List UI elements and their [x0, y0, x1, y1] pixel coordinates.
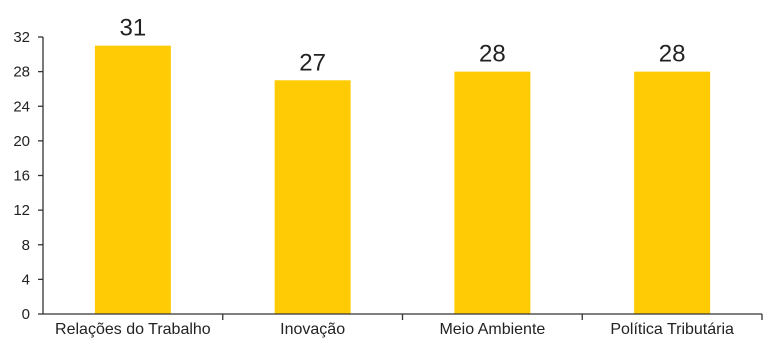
bar	[94, 45, 171, 314]
y-tick-label: 12	[13, 202, 30, 219]
bar	[274, 80, 351, 314]
x-tick-label: Política Tributária	[610, 321, 734, 338]
bars-layer	[94, 45, 711, 315]
y-tick-label: 32	[13, 29, 30, 46]
bar	[634, 71, 711, 315]
y-tick-label: 8	[22, 237, 30, 254]
axes-layer	[38, 36, 763, 320]
bar	[454, 71, 531, 315]
x-tick-label: Inovação	[280, 321, 345, 338]
y-tick-label: 0	[22, 306, 30, 323]
y-tick-label: 16	[13, 168, 30, 185]
data-label: 27	[299, 49, 326, 76]
data-label: 28	[659, 41, 686, 68]
y-tick-label: 24	[13, 98, 30, 115]
y-tick-label: 4	[22, 271, 30, 288]
y-tick-label: 28	[13, 64, 30, 81]
x-tick-label: Meio Ambiente	[439, 321, 545, 338]
data-label: 28	[479, 41, 506, 68]
data-label: 31	[120, 15, 147, 42]
labels-layer: 31 Relações do Trabalho 27 Inovação 28 Meio A…	[13, 15, 734, 338]
y-tick-label: 20	[13, 133, 30, 150]
x-tick-label: Relações do Trabalho	[55, 321, 211, 338]
